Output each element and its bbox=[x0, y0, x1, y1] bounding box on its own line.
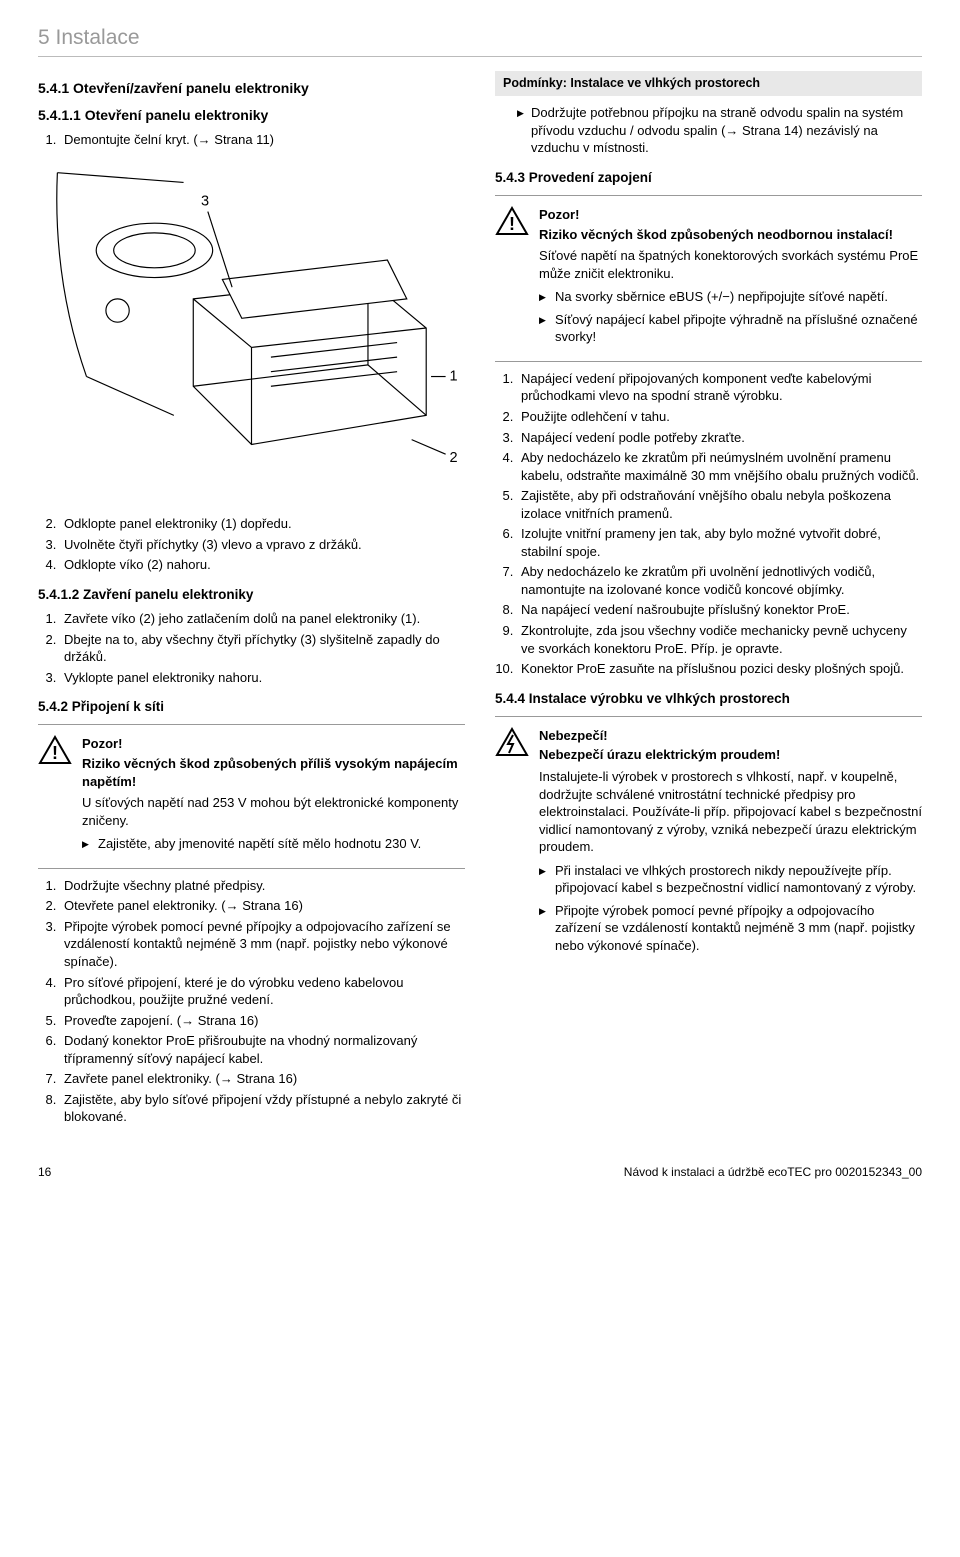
list-item: Vyklopte panel elektroniky nahoru. bbox=[60, 669, 465, 687]
heading-5412: 5.4.1.2 Zavření panelu elektroniky bbox=[38, 586, 465, 604]
list-item: Napájecí vedení podle potřeby zkraťte. bbox=[517, 429, 922, 447]
caution-voltage: ! Pozor! Riziko věcných škod způsobených… bbox=[38, 735, 465, 857]
list-close-panel: Zavřete víko (2) jeho zatlačením dolů na… bbox=[38, 610, 465, 686]
heading-541: 5.4.1 Otevření/zavření panelu elektronik… bbox=[38, 79, 465, 98]
diagram-label-1: 1 bbox=[449, 368, 457, 384]
list-item: Otevřete panel elektroniky. (→ Strana 16… bbox=[60, 897, 465, 915]
content-columns: 5.4.1 Otevření/zavření panelu elektronik… bbox=[38, 71, 922, 1130]
right-column: Podmínky: Instalace ve vlhkých prostorec… bbox=[495, 71, 922, 1130]
diagram-label-3: 3 bbox=[201, 193, 209, 209]
list-item: Dodržujte všechny platné předpisy. bbox=[60, 877, 465, 895]
caution-subtitle: Riziko věcných škod způsobených příliš v… bbox=[82, 755, 465, 790]
list-item: Napájecí vedení připojovaných komponent … bbox=[517, 370, 922, 405]
list-item: Použijte odlehčení v tahu. bbox=[517, 408, 922, 426]
list-item: Připojte výrobek pomocí pevné přípojky a… bbox=[60, 918, 465, 971]
heading-5411: 5.4.1.1 Otevření panelu elektroniky bbox=[38, 106, 465, 125]
caution-body: Pozor! Riziko věcných škod způsobených n… bbox=[539, 206, 922, 351]
conditions-bullet: Dodržujte potřebnou přípojku na straně o… bbox=[517, 104, 922, 157]
list-item: Odklopte víko (2) nahoru. bbox=[60, 556, 465, 574]
list-item: Aby nedocházelo ke zkratům při neúmyslné… bbox=[517, 449, 922, 484]
list-item: Dodaný konektor ProE přišroubujte na vho… bbox=[60, 1032, 465, 1067]
caution-body: Pozor! Riziko věcných škod způsobených p… bbox=[82, 735, 465, 857]
danger-bullet: Připojte výrobek pomocí pevné přípojky a… bbox=[539, 902, 922, 955]
divider bbox=[38, 868, 465, 869]
page-footer: 16 Návod k instalaci a údržbě ecoTEC pro… bbox=[38, 1158, 922, 1180]
caution-bullets: Zajistěte, aby jmenovité napětí sítě měl… bbox=[82, 835, 465, 853]
list-item: Dbejte na to, aby všechny čtyři příchytk… bbox=[60, 631, 465, 666]
list-item: Proveďte zapojení. (→ Strana 16) bbox=[60, 1012, 465, 1030]
caution-bullets: Na svorky sběrnice eBUS (+/−) nepřipojuj… bbox=[539, 288, 922, 346]
conditions-box: Podmínky: Instalace ve vlhkých prostorec… bbox=[495, 71, 922, 96]
list-item: Odklopte panel elektroniky (1) dopředu. bbox=[60, 515, 465, 533]
page-number: 16 bbox=[38, 1164, 51, 1180]
caution-bullet: Zajistěte, aby jmenovité napětí sítě měl… bbox=[82, 835, 465, 853]
page-header: 5 Instalace bbox=[38, 24, 922, 57]
list-item: Pro síťové připojení, které je do výrobk… bbox=[60, 974, 465, 1009]
danger-bullets: Při instalaci ve vlhkých prostorech nikd… bbox=[539, 862, 922, 955]
danger-icon bbox=[495, 727, 529, 757]
divider bbox=[495, 195, 922, 196]
danger-body: Nebezpečí! Nebezpečí úrazu elektrickým p… bbox=[539, 727, 922, 960]
left-column: 5.4.1 Otevření/zavření panelu elektronik… bbox=[38, 71, 465, 1130]
diagram-label-2: 2 bbox=[449, 450, 457, 466]
caution-icon: ! bbox=[495, 206, 529, 236]
list-open-steps: Odklopte panel elektroniky (1) dopředu. … bbox=[38, 515, 465, 574]
conditions-text: Dodržujte potřebnou přípojku na straně o… bbox=[495, 104, 922, 157]
doc-id: Návod k instalaci a údržbě ecoTEC pro 00… bbox=[624, 1164, 922, 1180]
heading-543: 5.4.3 Provedení zapojení bbox=[495, 169, 922, 187]
list-item: Zajistěte, aby bylo síťové připojení vžd… bbox=[60, 1091, 465, 1126]
divider bbox=[495, 361, 922, 362]
heading-544: 5.4.4 Instalace výrobku ve vlhkých prost… bbox=[495, 690, 922, 708]
danger-bullet: Při instalaci ve vlhkých prostorech nikd… bbox=[539, 862, 922, 897]
svg-text:!: ! bbox=[52, 743, 58, 763]
panel-diagram: 3 1 2 bbox=[38, 163, 465, 493]
list-wiring-steps: Napájecí vedení připojovaných komponent … bbox=[495, 370, 922, 678]
danger-title: Nebezpečí! bbox=[539, 727, 922, 745]
caution-subtitle: Riziko věcných škod způsobených neodborn… bbox=[539, 226, 922, 244]
list-item: Uvolněte čtyři příchytky (3) vlevo a vpr… bbox=[60, 536, 465, 554]
caution-title: Pozor! bbox=[82, 735, 465, 753]
list-item: Izolujte vnitřní prameny jen tak, aby by… bbox=[517, 525, 922, 560]
heading-542: 5.4.2 Připojení k síti bbox=[38, 698, 465, 716]
list-item: Zajistěte, aby při odstraňování vnějšího… bbox=[517, 487, 922, 522]
svg-text:!: ! bbox=[509, 214, 515, 234]
danger-text: Instalujete-li výrobek v prostorech s vl… bbox=[539, 768, 922, 856]
list-item: Konektor ProE zasuňte na příslušnou pozi… bbox=[517, 660, 922, 678]
caution-bullet: Na svorky sběrnice eBUS (+/−) nepřipojuj… bbox=[539, 288, 922, 306]
caution-icon: ! bbox=[38, 735, 72, 765]
caution-bullet: Síťový napájecí kabel připojte výhradně … bbox=[539, 311, 922, 346]
divider bbox=[38, 724, 465, 725]
divider bbox=[495, 716, 922, 717]
list-item: Zavřete víko (2) jeho zatlačením dolů na… bbox=[60, 610, 465, 628]
list-open-panel: Demontujte čelní kryt. (→ Strana 11) bbox=[38, 131, 465, 149]
list-item: Na napájecí vedení našroubujte příslušný… bbox=[517, 601, 922, 619]
danger-subtitle: Nebezpečí úrazu elektrickým proudem! bbox=[539, 746, 922, 764]
caution-title: Pozor! bbox=[539, 206, 922, 224]
list-connect-mains: Dodržujte všechny platné předpisy. Otevř… bbox=[38, 877, 465, 1126]
list-item: Zavřete panel elektroniky. (→ Strana 16) bbox=[60, 1070, 465, 1088]
danger-shock: Nebezpečí! Nebezpečí úrazu elektrickým p… bbox=[495, 727, 922, 960]
list-item: Zkontrolujte, zda jsou všechny vodiče me… bbox=[517, 622, 922, 657]
caution-wiring: ! Pozor! Riziko věcných škod způsobených… bbox=[495, 206, 922, 351]
list-item: Aby nedocházelo ke zkratům při uvolnění … bbox=[517, 563, 922, 598]
caution-text: Síťové napětí na špatných konektorových … bbox=[539, 247, 922, 282]
caution-text: U síťových napětí nad 253 V mohou být el… bbox=[82, 794, 465, 829]
list-item: Demontujte čelní kryt. (→ Strana 11) bbox=[60, 131, 465, 149]
conditions-label: Podmínky: Instalace ve vlhkých prostorec… bbox=[503, 76, 760, 90]
